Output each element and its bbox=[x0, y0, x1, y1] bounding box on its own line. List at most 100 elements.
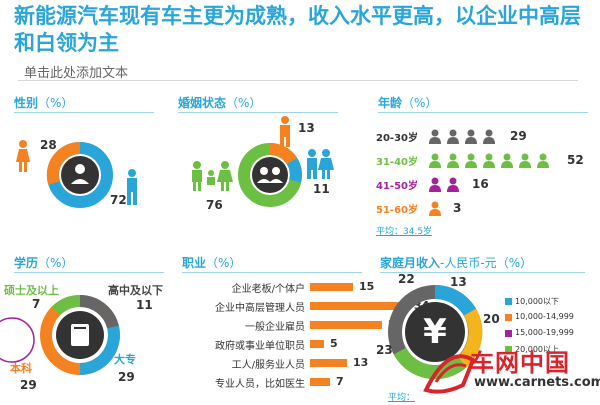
person-icon bbox=[446, 177, 460, 192]
age-section-title: 年龄（%） bbox=[378, 94, 437, 111]
gender-underline bbox=[14, 112, 154, 113]
education-masters-label: 硕士及以上 bbox=[4, 284, 59, 297]
income-legend-4: 20,000以上 bbox=[515, 345, 559, 354]
education-bachelor-label: 本科 bbox=[10, 362, 32, 375]
income-currency: -人民币-元 bbox=[440, 256, 497, 270]
age-row-value: 52 bbox=[567, 153, 584, 167]
income-center bbox=[405, 302, 465, 362]
education-highschool-label: 高中及以下 bbox=[108, 284, 163, 297]
occupation-bar bbox=[310, 359, 347, 367]
occupation-title: 职业 bbox=[182, 256, 207, 270]
income-section-title: 家庭月收入-人民币-元（%） bbox=[380, 254, 532, 271]
education-chart bbox=[0, 295, 120, 375]
subtitle-divider bbox=[18, 80, 578, 81]
marital-center bbox=[252, 157, 288, 193]
education-title: 学历 bbox=[14, 256, 39, 270]
income-title: 家庭月收入 bbox=[380, 256, 441, 270]
page-title: 新能源汽车现有车主更为成熟，收入水平更高，以企业中高层和白领为主 bbox=[14, 4, 581, 55]
income-legend-3: 15,000-19,999 bbox=[515, 328, 574, 337]
education-college-value: 29 bbox=[118, 370, 135, 384]
age-row: 41-50岁 16 bbox=[376, 172, 596, 196]
education-college-label: 大专 bbox=[114, 353, 136, 366]
income-underline bbox=[380, 272, 585, 273]
marital-child-arc bbox=[286, 157, 302, 183]
occupation-value: 13 bbox=[353, 356, 369, 369]
education-unit: （%） bbox=[38, 256, 74, 270]
age-row: 51-60岁 3 bbox=[376, 196, 596, 220]
person-icon bbox=[518, 153, 532, 168]
age-unit: （%） bbox=[402, 96, 438, 110]
parents-icon bbox=[307, 149, 334, 179]
income-legend-swatch-2 bbox=[505, 314, 512, 321]
age-row: 31-40岁 52 bbox=[376, 148, 596, 172]
income-legend-swatch-4 bbox=[505, 346, 512, 353]
occupation-label: 一般企业雇员 bbox=[245, 322, 305, 333]
male-icon bbox=[127, 169, 137, 205]
education-masters-arc bbox=[51, 295, 81, 316]
person-icon bbox=[482, 129, 496, 144]
person-icon bbox=[75, 164, 85, 174]
occupation-section-title: 职业（%） bbox=[182, 254, 241, 271]
age-title: 年龄 bbox=[378, 96, 403, 110]
age-row-value: 29 bbox=[510, 129, 527, 143]
occupation-label: 专业人员，比如医生 bbox=[215, 379, 305, 390]
gender-section-title: 性别（%） bbox=[14, 94, 73, 111]
marital-chart bbox=[192, 116, 334, 207]
person-icon bbox=[446, 153, 460, 168]
occupation-label: 企业老板/个体户 bbox=[231, 284, 305, 295]
person-icon bbox=[464, 129, 478, 144]
income-legend-swatch-1 bbox=[505, 298, 512, 305]
subtitle-placeholder[interactable]: 单击此处添加文本 bbox=[24, 66, 129, 81]
marital-title: 婚姻状态 bbox=[178, 96, 227, 110]
occupation-value: 7 bbox=[336, 375, 344, 388]
occupation-label: 政府或事业单位职员 bbox=[215, 341, 305, 352]
family-icon bbox=[192, 161, 233, 191]
income-unit: （%） bbox=[496, 256, 533, 270]
age-row-label: 20-30岁 bbox=[376, 132, 418, 144]
income-legend-1: 10,000以下 bbox=[515, 297, 559, 306]
income-average: 平均： bbox=[388, 393, 416, 403]
gender-unit: （%） bbox=[38, 96, 74, 110]
income-high-arc bbox=[393, 347, 467, 380]
income-legend-swatch-3 bbox=[505, 330, 512, 337]
yuan-icon: ¥ bbox=[423, 312, 447, 352]
marital-unit: （%） bbox=[226, 96, 262, 110]
marital-section-title: 婚姻状态（%） bbox=[178, 94, 261, 111]
gender-center bbox=[61, 156, 99, 194]
marital-married-value: 76 bbox=[206, 198, 223, 212]
education-college-arc bbox=[79, 325, 120, 375]
marital-single-value: 13 bbox=[298, 121, 315, 135]
occupation-unit: （%） bbox=[206, 256, 242, 270]
age-row-value: 3 bbox=[453, 201, 462, 215]
income-legend-2: 10,000-14,999 bbox=[515, 312, 574, 321]
age-row-label: 41-50岁 bbox=[376, 180, 418, 192]
carnets-logo-icon bbox=[423, 354, 476, 394]
watermark-brand: 车网中国 bbox=[470, 349, 570, 377]
marital-single-arc bbox=[269, 142, 298, 165]
income-value-3: 20 bbox=[483, 312, 500, 326]
age-row-label: 51-60岁 bbox=[376, 204, 418, 216]
marital-child-value: 11 bbox=[313, 182, 330, 196]
education-highschool-value: 11 bbox=[136, 298, 153, 312]
person-icon bbox=[428, 177, 442, 192]
single-icon bbox=[280, 116, 290, 147]
female-icon bbox=[16, 140, 30, 172]
occupation-bar bbox=[310, 378, 330, 386]
person-icon bbox=[464, 153, 478, 168]
person-icon bbox=[428, 153, 442, 168]
income-value-4: 23 bbox=[376, 343, 393, 357]
occupation-bar bbox=[310, 302, 408, 310]
person-icon bbox=[500, 153, 514, 168]
age-row-value: 16 bbox=[472, 177, 489, 191]
occupation-bar bbox=[310, 283, 353, 291]
gender-female-arc bbox=[46, 141, 81, 185]
education-underline bbox=[14, 272, 164, 273]
occupation-bar bbox=[310, 321, 382, 329]
marital-underline bbox=[178, 112, 338, 113]
gender-title: 性别 bbox=[14, 96, 39, 110]
age-row-label: 31-40岁 bbox=[376, 156, 418, 168]
person-icon bbox=[482, 153, 496, 168]
occupation-underline bbox=[182, 272, 362, 273]
education-section-title: 学历（%） bbox=[14, 254, 73, 271]
education-highschool-arc bbox=[79, 295, 119, 329]
